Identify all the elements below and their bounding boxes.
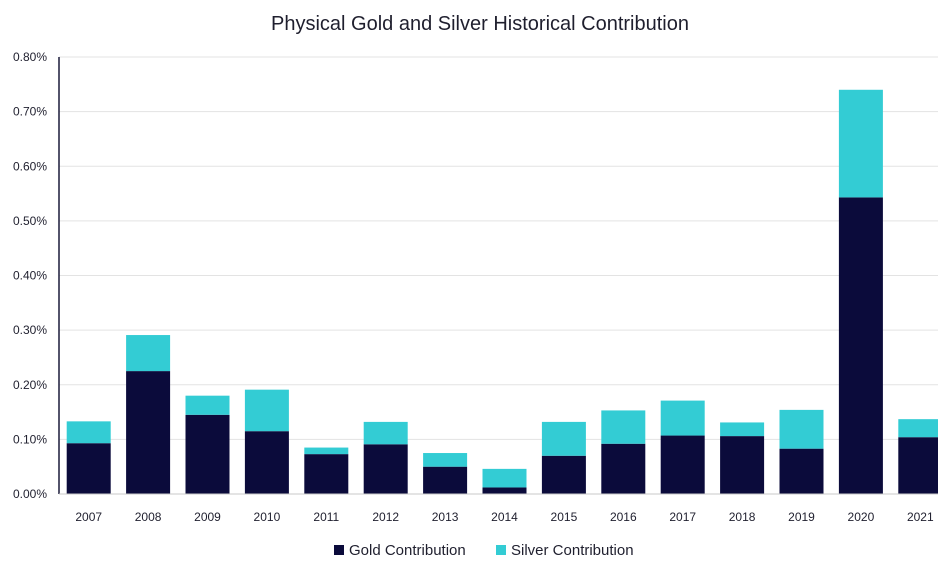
y-tick-label: 0.20% [13, 378, 47, 392]
y-tick-label: 0.00% [13, 487, 47, 501]
y-axis-tick-labels: 0.00% 0.10% 0.20% 0.30% 0.40% 0.50% 0.60% 0.70%… [13, 50, 47, 501]
chart-title: Physical Gold and Silver Historical Cont… [271, 13, 689, 35]
x-axis-tick-labels: 2007 2008 2009 2010 2011 2012 2013 2014 2015 2016… [75, 510, 934, 524]
gridlines [59, 56, 938, 440]
bar-gold-2012 [363, 444, 408, 494]
x-tick-label: 2012 [372, 510, 399, 524]
bar-silver-2009 [185, 395, 230, 415]
bar-gold-2014 [482, 487, 527, 494]
bar-silver-2015 [541, 421, 586, 456]
bar-gold-2007 [66, 443, 111, 494]
bar-gold-2011 [304, 454, 349, 494]
bar-silver-2018 [720, 422, 765, 437]
bars [66, 89, 938, 495]
bar-silver-2007 [66, 421, 111, 444]
x-tick-label: 2011 [313, 510, 339, 524]
bar-silver-2013 [423, 453, 468, 467]
x-tick-label: 2010 [254, 510, 281, 524]
bar-silver-2017 [660, 400, 705, 436]
bar-gold-2018 [720, 436, 765, 494]
y-tick-label: 0.40% [13, 269, 47, 283]
bar-gold-2016 [601, 443, 646, 494]
bar-silver-2016 [601, 410, 646, 444]
bar-silver-2010 [244, 389, 289, 432]
bar-gold-2015 [541, 455, 586, 494]
x-tick-label: 2020 [848, 510, 875, 524]
bar-silver-2011 [304, 447, 349, 455]
bar-gold-2019 [779, 448, 824, 494]
legend-swatch-gold [334, 545, 344, 555]
x-tick-label: 2015 [551, 510, 578, 524]
x-tick-label: 2016 [610, 510, 637, 524]
x-tick-label: 2019 [788, 510, 815, 524]
x-tick-label: 2017 [669, 510, 696, 524]
x-tick-label: 2014 [491, 510, 518, 524]
legend-swatch-silver [496, 545, 506, 555]
y-tick-label: 0.50% [13, 214, 47, 228]
y-tick-label: 0.10% [13, 432, 47, 446]
y-tick-label: 0.80% [13, 50, 47, 64]
x-tick-label: 2021 [907, 510, 934, 524]
y-tick-label: 0.60% [13, 159, 47, 173]
bar-gold-2017 [660, 435, 705, 494]
x-tick-label: 2009 [194, 510, 221, 524]
bar-gold-2021 [898, 437, 938, 494]
bar-silver-2014 [482, 468, 527, 488]
bar-silver-2019 [779, 409, 824, 449]
bar-gold-2020 [838, 197, 883, 495]
legend-label-gold: Gold Contribution [349, 542, 466, 559]
bar-gold-2008 [126, 371, 171, 494]
x-tick-label: 2013 [432, 510, 459, 524]
x-tick-label: 2008 [135, 510, 162, 524]
legend: Gold Contribution Silver Contribution [334, 542, 634, 559]
bar-silver-2020 [838, 89, 883, 198]
x-tick-label: 2007 [75, 510, 102, 524]
legend-label-silver: Silver Contribution [511, 542, 634, 559]
bar-gold-2010 [244, 431, 289, 494]
y-tick-label: 0.70% [13, 105, 47, 119]
bar-silver-2021 [898, 419, 938, 438]
bar-gold-2009 [185, 414, 230, 494]
bar-silver-2012 [363, 421, 408, 445]
y-tick-label: 0.30% [13, 323, 47, 337]
bar-gold-2013 [423, 466, 468, 494]
x-tick-label: 2018 [729, 510, 756, 524]
bar-silver-2008 [126, 335, 171, 372]
